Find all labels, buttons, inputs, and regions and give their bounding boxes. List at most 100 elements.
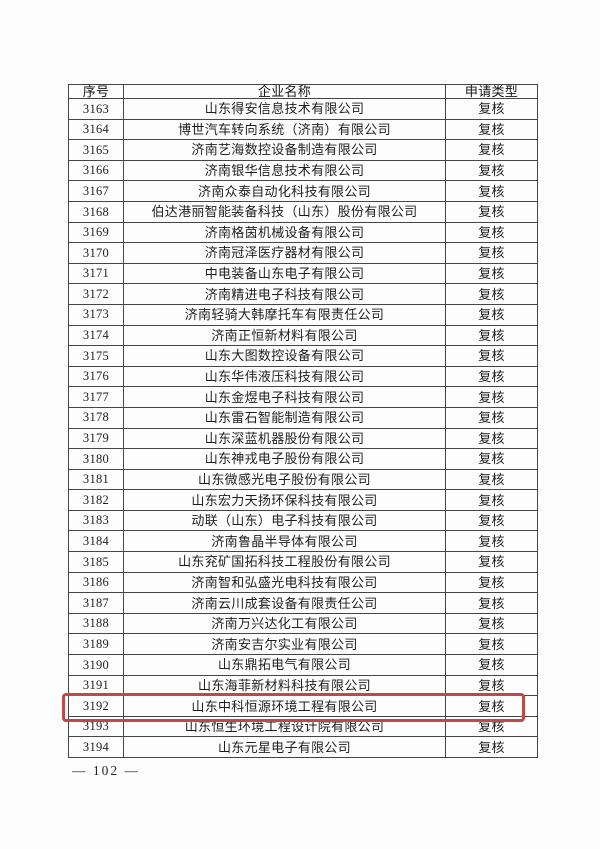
cell-company-name: 济南万兴达化工有限公司 <box>123 612 446 635</box>
table-row: 3166 济南银华信息技术有限公司 复核 <box>68 159 538 182</box>
cell-company-name: 山东鼎拓电气有限公司 <box>123 654 446 676</box>
cell-apply-type: 复核 <box>445 736 538 758</box>
table-row: 3173 济南轻骑大韩摩托车有限责任公司 复核 <box>68 303 538 326</box>
table-row: 3168 伯达港丽智能装备科技（山东）股份有限公司 复核 <box>68 200 538 223</box>
cell-company-name: 济南众泰自动化科技有限公司 <box>123 180 446 202</box>
cell-apply-type: 复核 <box>445 427 538 450</box>
table-row: 3170 济南冠泽医疗器材有限公司 复核 <box>68 242 538 264</box>
cell-serial: 3173 <box>68 303 124 326</box>
table-header-row: 序号 企业名称 申请类型 <box>68 84 538 99</box>
page-number: — 102 — <box>72 763 140 778</box>
cell-company-name: 山东元星电子有限公司 <box>123 736 446 758</box>
cell-serial: 3188 <box>68 612 124 635</box>
cell-company-name: 山东深蓝机器股份有限公司 <box>123 427 446 450</box>
cell-serial: 3189 <box>68 633 124 656</box>
cell-serial: 3184 <box>68 530 124 553</box>
cell-apply-type: 复核 <box>445 139 538 161</box>
cell-company-name: 济南格茵机械设备有限公司 <box>123 221 446 244</box>
cell-apply-type: 复核 <box>445 180 538 202</box>
table-row: 3181 山东微感光电子股份有限公司 复核 <box>68 468 538 491</box>
cell-apply-type: 复核 <box>445 509 538 532</box>
cell-apply-type: 复核 <box>445 262 538 285</box>
cell-apply-type: 复核 <box>445 242 538 264</box>
cell-serial: 3181 <box>68 468 124 491</box>
cell-serial: 3180 <box>68 448 124 470</box>
cell-company-name: 山东中科恒源环境工程有限公司 <box>123 695 446 717</box>
cell-serial: 3176 <box>68 365 124 388</box>
cell-company-name: 济南精进电子科技有限公司 <box>123 283 446 305</box>
cell-company-name: 山东华伟液压科技有限公司 <box>123 365 446 388</box>
cell-company-name: 博世汽车转向系统（济南）有限公司 <box>123 118 446 141</box>
cell-apply-type: 复核 <box>445 468 538 491</box>
cell-apply-type: 复核 <box>445 221 538 244</box>
cell-company-name: 山东宏力天扬环保科技有限公司 <box>123 489 446 511</box>
table-row: 3194 山东元星电子有限公司 复核 <box>68 736 538 758</box>
cell-serial: 3167 <box>68 180 124 202</box>
cell-serial: 3182 <box>68 489 124 511</box>
cell-serial: 3191 <box>68 674 124 697</box>
cell-company-name: 济南安吉尔实业有限公司 <box>123 633 446 656</box>
cell-apply-type: 复核 <box>445 571 538 594</box>
cell-company-name: 济南智和弘盛光电科技有限公司 <box>123 571 446 594</box>
cell-serial: 3172 <box>68 283 124 305</box>
cell-company-name: 山东得安信息技术有限公司 <box>123 98 446 120</box>
cell-company-name: 济南鲁晶半导体有限公司 <box>123 530 446 553</box>
cell-apply-type: 复核 <box>445 200 538 223</box>
col-header-type: 申请类型 <box>445 84 538 99</box>
cell-serial: 3166 <box>68 159 124 182</box>
cell-company-name: 山东恒生环境工程设计院有限公司 <box>123 715 446 738</box>
cell-serial: 3194 <box>68 736 124 758</box>
cell-company-name: 山东海菲新材料科技有限公司 <box>123 674 446 697</box>
cell-apply-type: 复核 <box>445 715 538 738</box>
cell-apply-type: 复核 <box>445 448 538 470</box>
table-row: 3172 济南精进电子科技有限公司 复核 <box>68 283 538 305</box>
cell-apply-type: 复核 <box>445 159 538 182</box>
cell-apply-type: 复核 <box>445 654 538 676</box>
cell-serial: 3164 <box>68 118 124 141</box>
cell-company-name: 中电装备山东电子有限公司 <box>123 262 446 285</box>
cell-apply-type: 复核 <box>445 386 538 408</box>
table-row: 3189 济南安吉尔实业有限公司 复核 <box>68 633 538 656</box>
table-row: 3178 山东雷石智能制造有限公司 复核 <box>68 406 538 429</box>
cell-apply-type: 复核 <box>445 489 538 511</box>
cell-apply-type: 复核 <box>445 324 538 347</box>
cell-serial: 3187 <box>68 592 124 614</box>
cell-apply-type: 复核 <box>445 98 538 120</box>
cell-serial: 3179 <box>68 427 124 450</box>
cell-company-name: 动联（山东）电子科技有限公司 <box>123 509 446 532</box>
cell-serial: 3165 <box>68 139 124 161</box>
cell-serial: 3170 <box>68 242 124 264</box>
cell-apply-type: 复核 <box>445 695 538 717</box>
table-row: 3185 山东兖矿国拓科技工程股份有限公司 复核 <box>68 551 538 573</box>
cell-apply-type: 复核 <box>445 612 538 635</box>
table-row: 3187 济南云川成套设备有限责任公司 复核 <box>68 592 538 614</box>
cell-company-name: 济南冠泽医疗器材有限公司 <box>123 242 446 264</box>
cell-serial: 3169 <box>68 221 124 244</box>
cell-company-name: 伯达港丽智能装备科技（山东）股份有限公司 <box>123 200 446 223</box>
table-row: 3165 济南艺海数控设备制造有限公司 复核 <box>68 139 538 161</box>
table-row: 3180 山东神戎电子股份有限公司 复核 <box>68 448 538 470</box>
cell-serial: 3171 <box>68 262 124 285</box>
cell-apply-type: 复核 <box>445 365 538 388</box>
cell-apply-type: 复核 <box>445 633 538 656</box>
cell-company-name: 济南轻骑大韩摩托车有限责任公司 <box>123 303 446 326</box>
cell-company-name: 山东神戎电子股份有限公司 <box>123 448 446 470</box>
cell-serial: 3177 <box>68 386 124 408</box>
table-row: 3188 济南万兴达化工有限公司 复核 <box>68 612 538 635</box>
table-row: 3167 济南众泰自动化科技有限公司 复核 <box>68 180 538 202</box>
table-body: 3163 山东得安信息技术有限公司 复核 3164 博世汽车转向系统（济南）有限公司 复核… <box>68 98 538 758</box>
table-row: 3183 动联（山东）电子科技有限公司 复核 <box>68 509 538 532</box>
cell-serial: 3163 <box>68 98 124 120</box>
cell-serial: 3183 <box>68 509 124 532</box>
cell-apply-type: 复核 <box>445 406 538 429</box>
cell-company-name: 济南银华信息技术有限公司 <box>123 159 446 182</box>
cell-serial: 3168 <box>68 200 124 223</box>
table-row: 3191 山东海菲新材料科技有限公司 复核 <box>68 674 538 697</box>
cell-serial: 3193 <box>68 715 124 738</box>
cell-serial: 3174 <box>68 324 124 347</box>
col-header-serial: 序号 <box>68 84 124 99</box>
cell-company-name: 山东金煜电子科技有限公司 <box>123 386 446 408</box>
cell-apply-type: 复核 <box>445 530 538 553</box>
col-header-company: 企业名称 <box>123 84 446 99</box>
